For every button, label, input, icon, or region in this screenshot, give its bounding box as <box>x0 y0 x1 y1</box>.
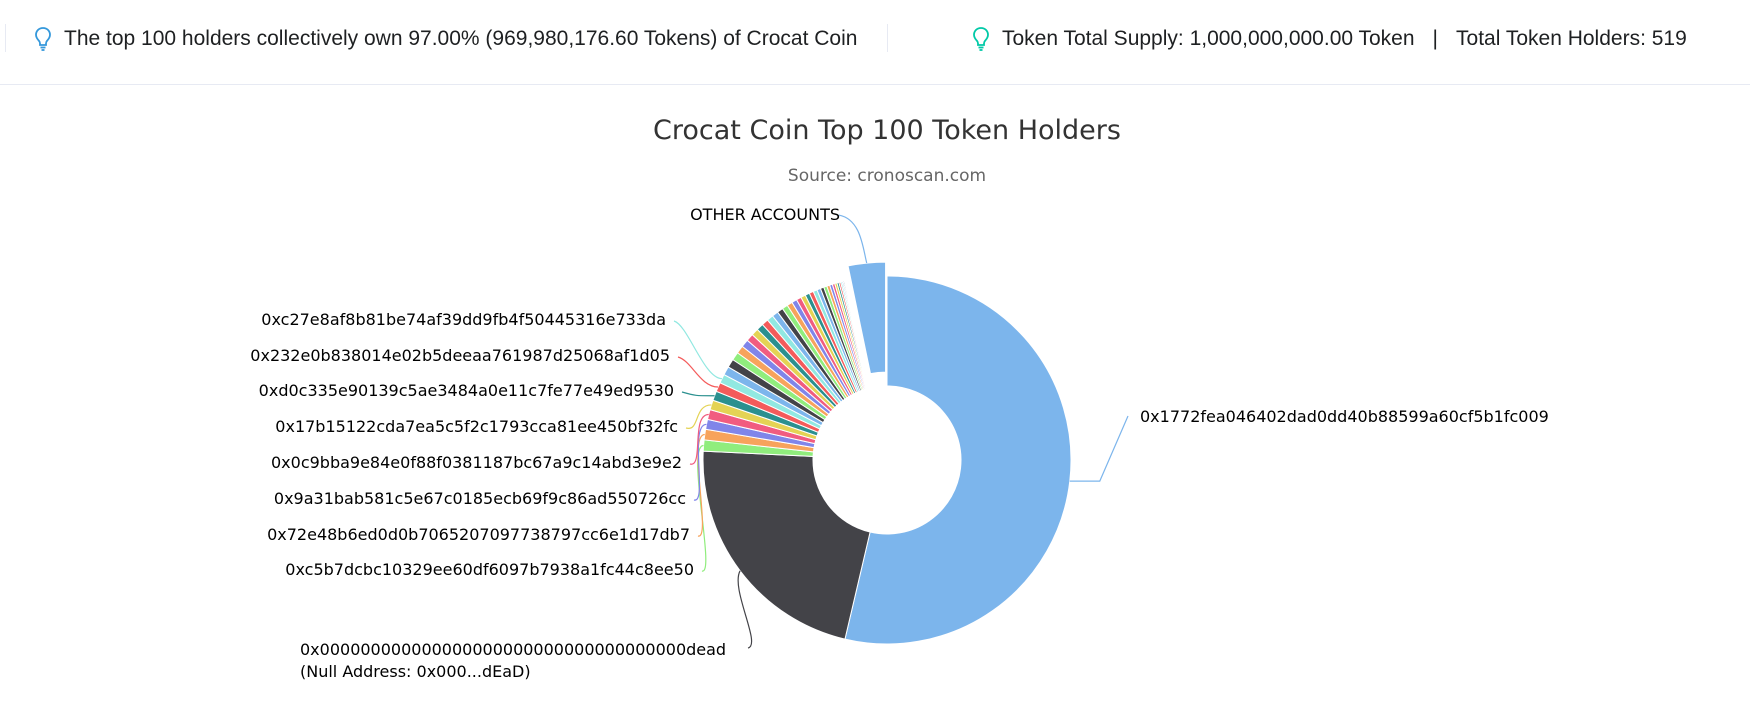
slice-label: 0xd0c335e90139c5ae3484a0e11c7fe77e49ed95… <box>259 381 674 400</box>
connector-line <box>689 413 709 465</box>
slice-label: 0x9a31bab581c5e67c0185ecb69f9c86ad550726… <box>274 489 686 508</box>
pie-slices <box>702 261 1072 645</box>
supply-info: Token Total Supply: 1,000,000,000.00 Tok… <box>972 25 1687 53</box>
connector-line <box>838 214 868 264</box>
top-holders-info: The top 100 holders collectively own 97.… <box>34 25 857 53</box>
slice-label: 0xc5b7dcbc10329ee60df6097b7938a1fc44c8ee… <box>285 560 694 579</box>
slice-label: 0xc27e8af8b81be74af39dd9fb4f50445316e733… <box>261 310 666 329</box>
slice-label: 0x0c9bba9e84e0f88f0381187bc67a9c14abd3e9… <box>271 453 682 472</box>
pie-slice[interactable] <box>848 279 873 389</box>
lightbulb-icon <box>973 27 989 51</box>
separator: | <box>1432 27 1439 50</box>
divider <box>887 24 888 52</box>
data-labels: 0x1772fea046402dad0dd40b88599a60cf5b1fc0… <box>250 205 1549 681</box>
total-supply-text: Token Total Supply: 1,000,000,000.00 Tok… <box>1002 27 1415 50</box>
divider <box>5 24 6 52</box>
label-connectors <box>673 214 1129 649</box>
summary-bar: The top 100 holders collectively own 97.… <box>0 0 1750 85</box>
slice-label: 0x000000000000000000000000000000000000de… <box>300 640 726 659</box>
lightbulb-icon <box>35 27 51 51</box>
connector-line <box>693 423 707 501</box>
slice-label: (Null Address: 0x000...dEaD) <box>300 662 531 681</box>
pie-slice[interactable] <box>702 450 871 640</box>
slice-label: 0x1772fea046402dad0dd40b88599a60cf5b1fc0… <box>1140 407 1549 426</box>
total-holders-text: Total Token Holders: 519 <box>1456 27 1687 50</box>
chart-title: Crocat Coin Top 100 Token Holders <box>653 115 1121 146</box>
holders-pie-chart: Crocat Coin Top 100 Token Holders Source… <box>250 115 1549 681</box>
connector-line <box>685 404 712 429</box>
pie-slice[interactable] <box>847 261 887 375</box>
slice-label: 0x17b15122cda7ea5c5f2c1793cca81ee450bf32… <box>275 417 678 436</box>
slice-label: 0x72e48b6ed0d0b7065207097738797cc6e1d17d… <box>267 525 690 544</box>
connector-line <box>673 320 723 380</box>
connector-line <box>737 570 753 649</box>
slice-label: 0x232e0b838014e02b5deeaa761987d25068af1d… <box>250 346 670 365</box>
connector-line <box>681 391 715 397</box>
pie-slice[interactable] <box>844 275 1072 645</box>
connector-line <box>1069 415 1129 482</box>
chart-subtitle: Source: cronoscan.com <box>788 166 986 186</box>
connector-line <box>677 356 719 388</box>
top-holders-text: The top 100 holders collectively own 97.… <box>64 27 858 50</box>
slice-label: OTHER ACCOUNTS <box>690 205 840 224</box>
